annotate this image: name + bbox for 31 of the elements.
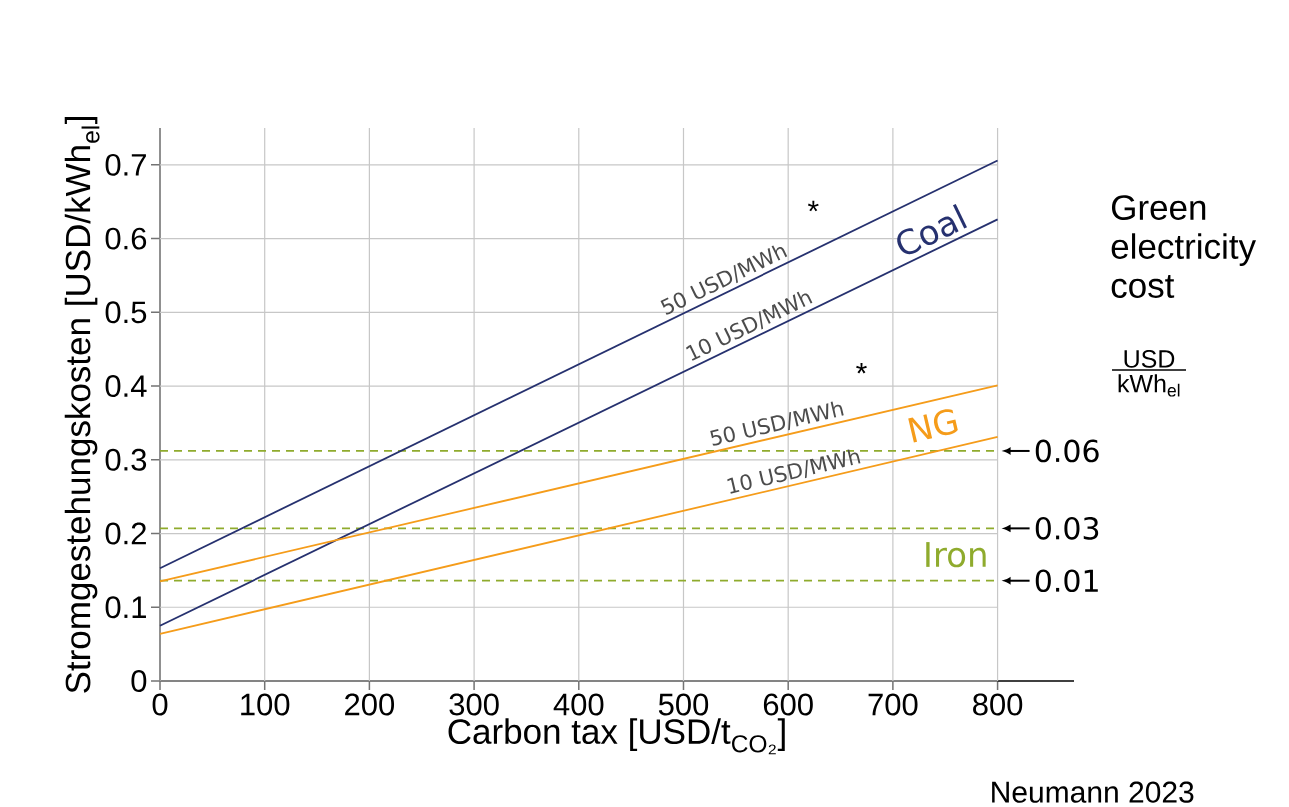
x-tick-label: 600: [763, 693, 813, 716]
annotation: Coal: [897, 204, 967, 255]
annotation: 0.01: [1035, 569, 1098, 593]
text: Neumann 2023: [992, 781, 1194, 803]
x-tick-label: 800: [973, 693, 1023, 716]
y-axis-title: Stromgestehungskosten [USD/kWh$_{el}$]: [64, 117, 100, 693]
text: USD: [1124, 350, 1175, 368]
x-tick-label: 0: [152, 693, 168, 716]
y-tick-label: 0.7: [105, 153, 146, 176]
text: kWh$_{el}$: [1118, 374, 1180, 397]
x-tick-label: 400: [553, 693, 604, 716]
x-tick-label: 200: [345, 693, 395, 716]
text: Green electricity cost: [1111, 195, 1256, 298]
x-tick-label: 700: [868, 693, 918, 716]
y-tick-label: 0: [131, 670, 147, 692]
y-tick-label: 0.4: [105, 375, 147, 398]
y-tick-label: 0.2: [105, 522, 146, 545]
annotation: 0.06: [1035, 439, 1099, 463]
annotation: 0.03: [1035, 517, 1099, 540]
y-tick-label: 0.5: [105, 301, 147, 324]
x-axis-title: Carbon tax [USD/t$_{CO₂}$]: [448, 718, 785, 755]
annotation: *: [856, 362, 867, 374]
annotation: Iron: [926, 542, 986, 568]
y-tick-label: 0.3: [105, 448, 147, 471]
annotation: NG: [908, 409, 958, 443]
annotation: *: [807, 200, 819, 212]
x-tick-label: 300: [449, 693, 499, 716]
x-tick-label: 100: [241, 693, 290, 716]
y-tick-label: 0.6: [105, 227, 147, 250]
x-tick-label: 500: [658, 693, 709, 716]
y-tick-label: 0.1: [105, 596, 146, 619]
